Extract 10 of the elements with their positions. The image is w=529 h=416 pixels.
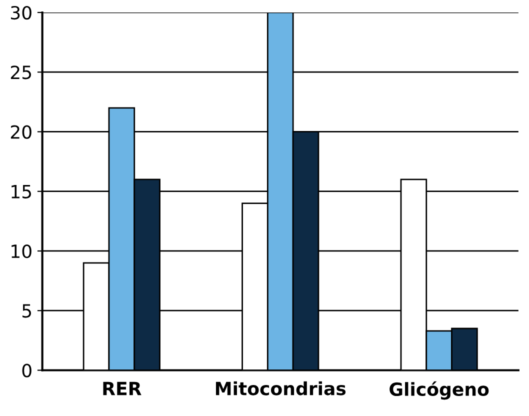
y-tick-label: 25	[10, 66, 32, 80]
y-tick-label: 0	[22, 364, 32, 378]
y-tick-label: 20	[10, 125, 32, 139]
y-tick-label: 30	[11, 6, 32, 20]
x-tick-label: Glicógeno	[390, 381, 489, 400]
y-tick-label: 10	[12, 244, 32, 258]
x-tick-label: RER	[103, 382, 142, 396]
y-tick-label: 15	[12, 185, 32, 198]
x-tick-label: Mitocondrias	[216, 381, 346, 396]
y-tick-label: 5	[22, 304, 32, 318]
